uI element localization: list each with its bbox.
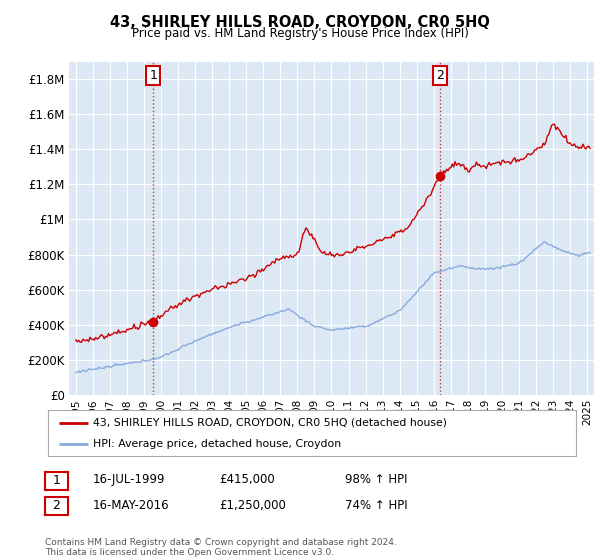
Text: HPI: Average price, detached house, Croydon: HPI: Average price, detached house, Croy… bbox=[93, 439, 341, 449]
Text: 2: 2 bbox=[52, 500, 61, 512]
Text: 1: 1 bbox=[149, 69, 157, 82]
Text: 98% ↑ HPI: 98% ↑ HPI bbox=[345, 473, 407, 487]
Text: 74% ↑ HPI: 74% ↑ HPI bbox=[345, 498, 407, 512]
Text: 16-MAY-2016: 16-MAY-2016 bbox=[93, 498, 170, 512]
Text: Price paid vs. HM Land Registry's House Price Index (HPI): Price paid vs. HM Land Registry's House … bbox=[131, 27, 469, 40]
Text: 2: 2 bbox=[436, 69, 444, 82]
Text: Contains HM Land Registry data © Crown copyright and database right 2024.
This d: Contains HM Land Registry data © Crown c… bbox=[45, 538, 397, 557]
Text: £1,250,000: £1,250,000 bbox=[219, 498, 286, 512]
Text: 43, SHIRLEY HILLS ROAD, CROYDON, CR0 5HQ: 43, SHIRLEY HILLS ROAD, CROYDON, CR0 5HQ bbox=[110, 15, 490, 30]
Text: 43, SHIRLEY HILLS ROAD, CROYDON, CR0 5HQ (detached house): 43, SHIRLEY HILLS ROAD, CROYDON, CR0 5HQ… bbox=[93, 418, 447, 428]
Text: 1: 1 bbox=[52, 474, 61, 487]
Text: 16-JUL-1999: 16-JUL-1999 bbox=[93, 473, 166, 487]
Text: £415,000: £415,000 bbox=[219, 473, 275, 487]
